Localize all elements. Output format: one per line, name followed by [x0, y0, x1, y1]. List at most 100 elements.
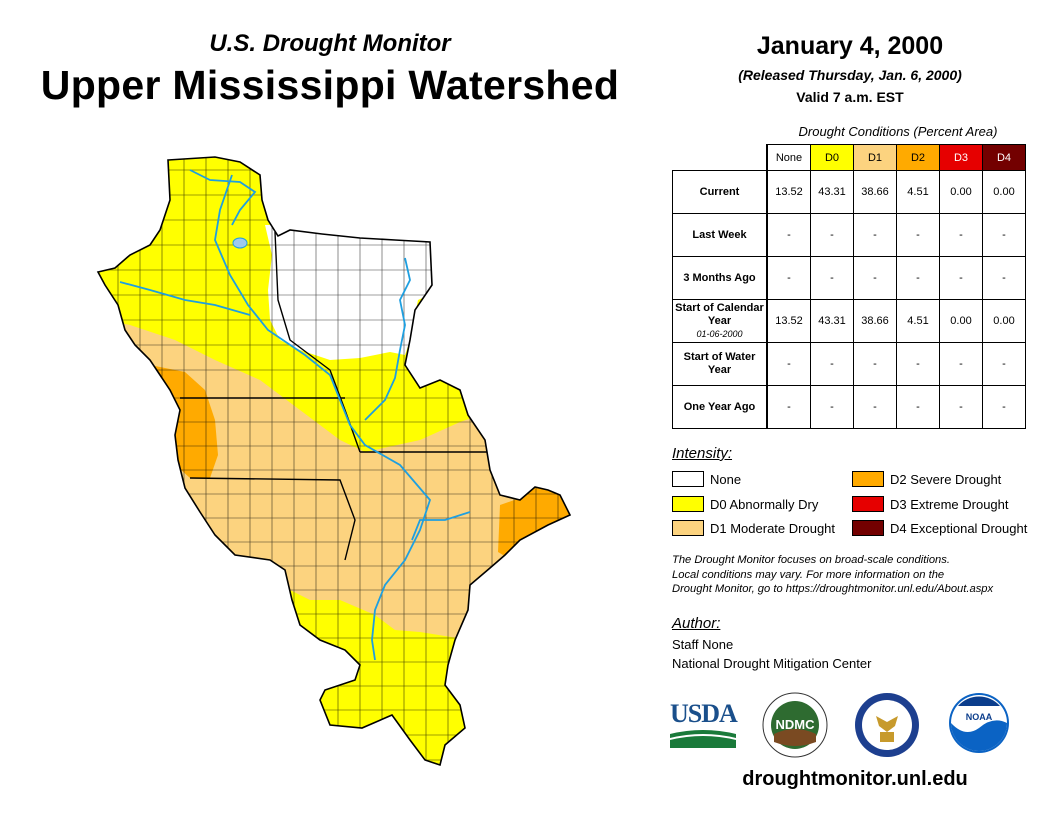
illinois-river	[411, 511, 471, 541]
note-line: Drought Monitor, go to https://droughtmo…	[672, 583, 994, 595]
legend-item-d1: D1 Moderate Drought	[672, 519, 835, 537]
cell: -	[766, 256, 811, 300]
note-line: The Drought Monitor focuses on broad-sca…	[672, 554, 950, 566]
cell: -	[853, 385, 897, 429]
ndmc-logo-text: NDMC	[776, 717, 816, 732]
legend-label: D2 Severe Drought	[890, 471, 1002, 487]
map-date: January 4, 2000	[756, 32, 944, 60]
legend-item-d3: D3 Extreme Drought	[852, 495, 1009, 513]
table-row: Current 13.52 43.31 38.66 4.51 0.00 0.00	[672, 170, 1026, 214]
cell: -	[766, 342, 811, 386]
valid-time: Valid 7 a.m. EST	[796, 89, 904, 105]
cell: -	[939, 256, 983, 300]
cell: 13.52	[766, 299, 811, 343]
row-label: 3 Months Ago	[672, 256, 768, 300]
col-header-d2: D2	[896, 144, 940, 171]
cell: 43.31	[810, 299, 854, 343]
row-label: Start of Water Year	[672, 342, 768, 386]
wisconsin-river	[364, 257, 411, 421]
cell: -	[982, 213, 1026, 257]
cell: 0.00	[939, 170, 983, 214]
cell: 0.00	[939, 299, 983, 343]
drought-map	[97, 156, 571, 766]
header-blank	[673, 145, 768, 171]
row-label: Last Week	[672, 213, 768, 257]
legend-item-d0: D0 Abnormally Dry	[672, 495, 818, 513]
table-row: Start of Calendar Year 01-06-2000 13.52 4…	[672, 299, 1026, 343]
author-heading: Author:	[672, 615, 721, 632]
cell: -	[939, 385, 983, 429]
cell: -	[810, 342, 854, 386]
cell: -	[982, 342, 1026, 386]
cell: -	[982, 385, 1026, 429]
release-date: (Released Thursday, Jan. 6, 2000)	[738, 67, 962, 83]
row-label: Start of Calendar Year 01-06-2000	[672, 299, 768, 343]
usda-logo-text: USDA	[670, 699, 738, 728]
legend-label: None	[710, 471, 742, 487]
cell: -	[853, 213, 897, 257]
d2-area-east	[498, 487, 570, 558]
cell: -	[939, 342, 983, 386]
legend-swatch-d0	[672, 496, 704, 512]
legend-label: D4 Exceptional Drought	[890, 520, 1028, 536]
legend-swatch-d4	[852, 520, 884, 536]
map-title: Upper Mississippi Watershed	[40, 62, 620, 108]
noaa-logo: NOAA	[949, 693, 1009, 753]
usda-hills-icon	[670, 730, 736, 748]
cell: 4.51	[896, 299, 940, 343]
cell: -	[982, 256, 1026, 300]
legend-label: D0 Abnormally Dry	[710, 496, 819, 512]
table-caption: Drought Conditions (Percent Area)	[798, 124, 998, 139]
cell: 4.51	[896, 170, 940, 214]
noaa-logo-text: NOAA	[966, 712, 993, 722]
cell: -	[810, 385, 854, 429]
legend-item-d2: D2 Severe Drought	[852, 470, 1001, 488]
cell: -	[896, 385, 940, 429]
drought-stats-table: None D0 D1 D2 D3 D4 Current 13.52 43.31 …	[672, 144, 1026, 429]
minnesota-river	[119, 281, 251, 316]
legend-swatch-d1	[672, 520, 704, 536]
note-line: Local conditions may vary. For more info…	[672, 568, 945, 581]
col-header-d4: D4	[982, 144, 1026, 171]
legend-label: D1 Moderate Drought	[710, 520, 836, 536]
cell: -	[810, 256, 854, 300]
legend-item-none: None	[672, 470, 741, 488]
cell: -	[896, 342, 940, 386]
author-organization: National Drought Mitigation Center	[672, 656, 872, 671]
legend-item-d4: D4 Exceptional Drought	[852, 519, 1027, 537]
legend-swatch-none	[672, 471, 704, 487]
cell: -	[810, 213, 854, 257]
col-header-d1: D1	[853, 144, 897, 171]
cell: -	[939, 213, 983, 257]
mississippi-river	[214, 174, 432, 661]
usda-logo: USDA	[670, 700, 738, 750]
author-name: Staff None	[672, 637, 734, 652]
none-area	[265, 225, 440, 360]
cell: -	[766, 385, 811, 429]
legend-label: D3 Extreme Drought	[890, 496, 1009, 512]
col-header-d3: D3	[939, 144, 983, 171]
table-row: 3 Months Ago - - - - - -	[672, 256, 1026, 300]
cell: 0.00	[982, 299, 1026, 343]
cell: -	[853, 256, 897, 300]
table-row: Start of Water Year - - - - - -	[672, 342, 1026, 386]
row-label-text: Start of Calendar Year	[675, 301, 764, 327]
state-boundary-mo	[189, 477, 356, 561]
legend-title: Intensity:	[672, 445, 733, 462]
row-label: One Year Ago	[672, 385, 768, 429]
ndmc-logo: NDMC	[762, 692, 828, 758]
commerce-seal-logo	[855, 693, 919, 757]
cell: 0.00	[982, 170, 1026, 214]
cell: 38.66	[853, 170, 897, 214]
legend-swatch-d2	[852, 471, 884, 487]
row-label: Current	[672, 170, 768, 214]
northern-river	[189, 169, 257, 226]
cell: 43.31	[810, 170, 854, 214]
row-label-date: 01-06-2000	[696, 328, 743, 339]
table-row: One Year Ago - - - - - -	[672, 385, 1026, 429]
website-link[interactable]: droughtmonitor.unl.edu	[742, 768, 968, 790]
map-subtitle: U.S. Drought Monitor	[209, 30, 451, 57]
d1-area	[98, 318, 570, 765]
cell: -	[896, 256, 940, 300]
cell: 13.52	[766, 170, 811, 214]
